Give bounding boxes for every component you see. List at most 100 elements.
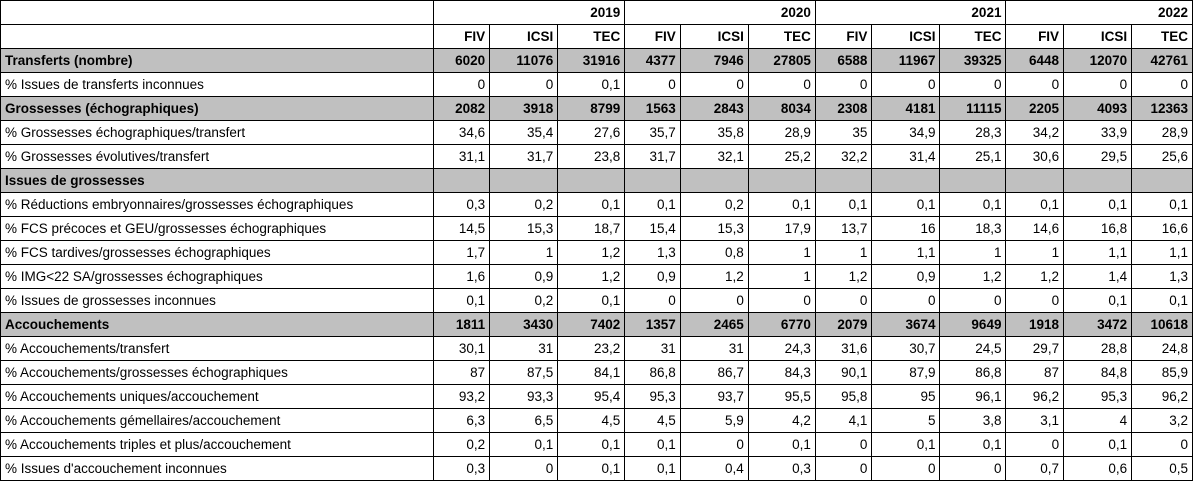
value-cell bbox=[871, 168, 941, 193]
value-cell bbox=[939, 168, 1007, 193]
row-label: % IMG<22 SA/grossesses échographiques bbox=[0, 264, 434, 289]
value-cell: 31,1 bbox=[432, 144, 491, 169]
value-cell: 32,2 bbox=[814, 144, 873, 169]
row-label: % Accouchements/transfert bbox=[0, 336, 434, 361]
value-cell: 1,7 bbox=[432, 240, 491, 265]
value-cell: 0 bbox=[814, 288, 873, 313]
row-label: % Issues de transferts inconnues bbox=[0, 72, 434, 97]
value-cell: 0 bbox=[1005, 432, 1065, 457]
method-header: FIV bbox=[624, 24, 681, 49]
value-cell: 87 bbox=[432, 360, 491, 385]
value-cell: 6588 bbox=[814, 48, 873, 73]
method-header: TEC bbox=[1131, 24, 1193, 49]
header-corner-cell bbox=[0, 0, 434, 25]
value-cell: 28,9 bbox=[747, 120, 816, 145]
value-cell: 95,4 bbox=[557, 384, 626, 409]
value-cell: 2843 bbox=[679, 96, 749, 121]
value-cell: 0,3 bbox=[747, 456, 816, 481]
method-header: ICSI bbox=[871, 24, 941, 49]
value-cell: 0,1 bbox=[871, 192, 941, 217]
value-cell: 24,5 bbox=[939, 336, 1007, 361]
value-cell: 0,9 bbox=[624, 264, 681, 289]
value-cell: 11115 bbox=[939, 96, 1007, 121]
value-cell: 86,8 bbox=[939, 360, 1007, 385]
value-cell: 17,9 bbox=[747, 216, 816, 241]
value-cell: 1 bbox=[489, 240, 559, 265]
header-corner-cell bbox=[0, 24, 434, 49]
value-cell: 1,1 bbox=[1131, 240, 1193, 265]
value-cell: 1 bbox=[939, 240, 1007, 265]
value-cell bbox=[814, 168, 873, 193]
value-cell: 0,6 bbox=[1063, 456, 1133, 481]
table-row: % Issues d'accouchement inconnues 0,3 0 0,1… bbox=[0, 456, 1193, 481]
value-cell: 93,2 bbox=[432, 384, 491, 409]
value-cell: 0,1 bbox=[624, 432, 681, 457]
value-cell: 3918 bbox=[489, 96, 559, 121]
value-cell: 0 bbox=[814, 456, 873, 481]
table-row: % Grossesses évolutives/transfert 31,1 31,… bbox=[0, 144, 1193, 169]
table-row: Grossesses (échographiques) 2082 3918 8799 1… bbox=[0, 96, 1193, 121]
value-cell: 29,7 bbox=[1005, 336, 1065, 361]
value-cell: 1,6 bbox=[432, 264, 491, 289]
value-cell: 8034 bbox=[747, 96, 816, 121]
method-header-row: FIV ICSI TEC FIV ICSI TEC FIV ICSI TEC F… bbox=[0, 24, 1193, 49]
value-cell: 1,2 bbox=[814, 264, 873, 289]
year-header-2022: 2022 bbox=[1005, 0, 1193, 25]
value-cell: 31 bbox=[679, 336, 749, 361]
value-cell: 0,8 bbox=[679, 240, 749, 265]
value-cell: 3674 bbox=[871, 312, 941, 337]
value-cell: 35,7 bbox=[624, 120, 681, 145]
value-cell: 0,1 bbox=[557, 456, 626, 481]
value-cell: 0,1 bbox=[747, 192, 816, 217]
year-header-2020: 2020 bbox=[624, 0, 816, 25]
value-cell: 3,8 bbox=[939, 408, 1007, 433]
value-cell: 0 bbox=[871, 288, 941, 313]
row-label: Grossesses (échographiques) bbox=[0, 96, 434, 121]
value-cell: 1811 bbox=[432, 312, 491, 337]
value-cell: 39325 bbox=[939, 48, 1007, 73]
value-cell bbox=[557, 168, 626, 193]
value-cell: 3472 bbox=[1063, 312, 1133, 337]
value-cell: 0 bbox=[871, 456, 941, 481]
value-cell: 0 bbox=[814, 432, 873, 457]
value-cell: 2079 bbox=[814, 312, 873, 337]
value-cell: 31916 bbox=[557, 48, 626, 73]
value-cell: 34,9 bbox=[871, 120, 941, 145]
value-cell: 1563 bbox=[624, 96, 681, 121]
value-cell: 1,2 bbox=[557, 240, 626, 265]
value-cell: 35,8 bbox=[679, 120, 749, 145]
value-cell: 4,1 bbox=[814, 408, 873, 433]
value-cell: 0 bbox=[679, 432, 749, 457]
value-cell: 4,5 bbox=[624, 408, 681, 433]
value-cell: 1 bbox=[747, 264, 816, 289]
value-cell: 0,5 bbox=[1131, 456, 1193, 481]
value-cell: 2465 bbox=[679, 312, 749, 337]
value-cell: 11967 bbox=[871, 48, 941, 73]
value-cell: 0 bbox=[1005, 288, 1065, 313]
value-cell: 0,1 bbox=[624, 192, 681, 217]
value-cell: 0,3 bbox=[432, 456, 491, 481]
value-cell: 14,5 bbox=[432, 216, 491, 241]
row-label: % FCS tardives/grossesses échographiques bbox=[0, 240, 434, 265]
value-cell: 18,3 bbox=[939, 216, 1007, 241]
method-header: TEC bbox=[747, 24, 816, 49]
value-cell: 0 bbox=[747, 288, 816, 313]
year-header-2021: 2021 bbox=[814, 0, 1007, 25]
value-cell: 96,2 bbox=[1131, 384, 1193, 409]
value-cell: 30,1 bbox=[432, 336, 491, 361]
value-cell: 31 bbox=[489, 336, 559, 361]
value-cell: 0 bbox=[489, 72, 559, 97]
value-cell: 6,3 bbox=[432, 408, 491, 433]
value-cell: 0 bbox=[871, 72, 941, 97]
value-cell: 31,7 bbox=[624, 144, 681, 169]
value-cell: 1,2 bbox=[939, 264, 1007, 289]
value-cell: 0,1 bbox=[871, 432, 941, 457]
table-row: Issues de grossesses bbox=[0, 168, 1193, 193]
value-cell: 33,9 bbox=[1063, 120, 1133, 145]
value-cell: 0 bbox=[1005, 72, 1065, 97]
method-header: ICSI bbox=[489, 24, 559, 49]
value-cell: 7946 bbox=[679, 48, 749, 73]
value-cell: 6448 bbox=[1005, 48, 1065, 73]
value-cell: 15,4 bbox=[624, 216, 681, 241]
value-cell: 0,3 bbox=[432, 192, 491, 217]
